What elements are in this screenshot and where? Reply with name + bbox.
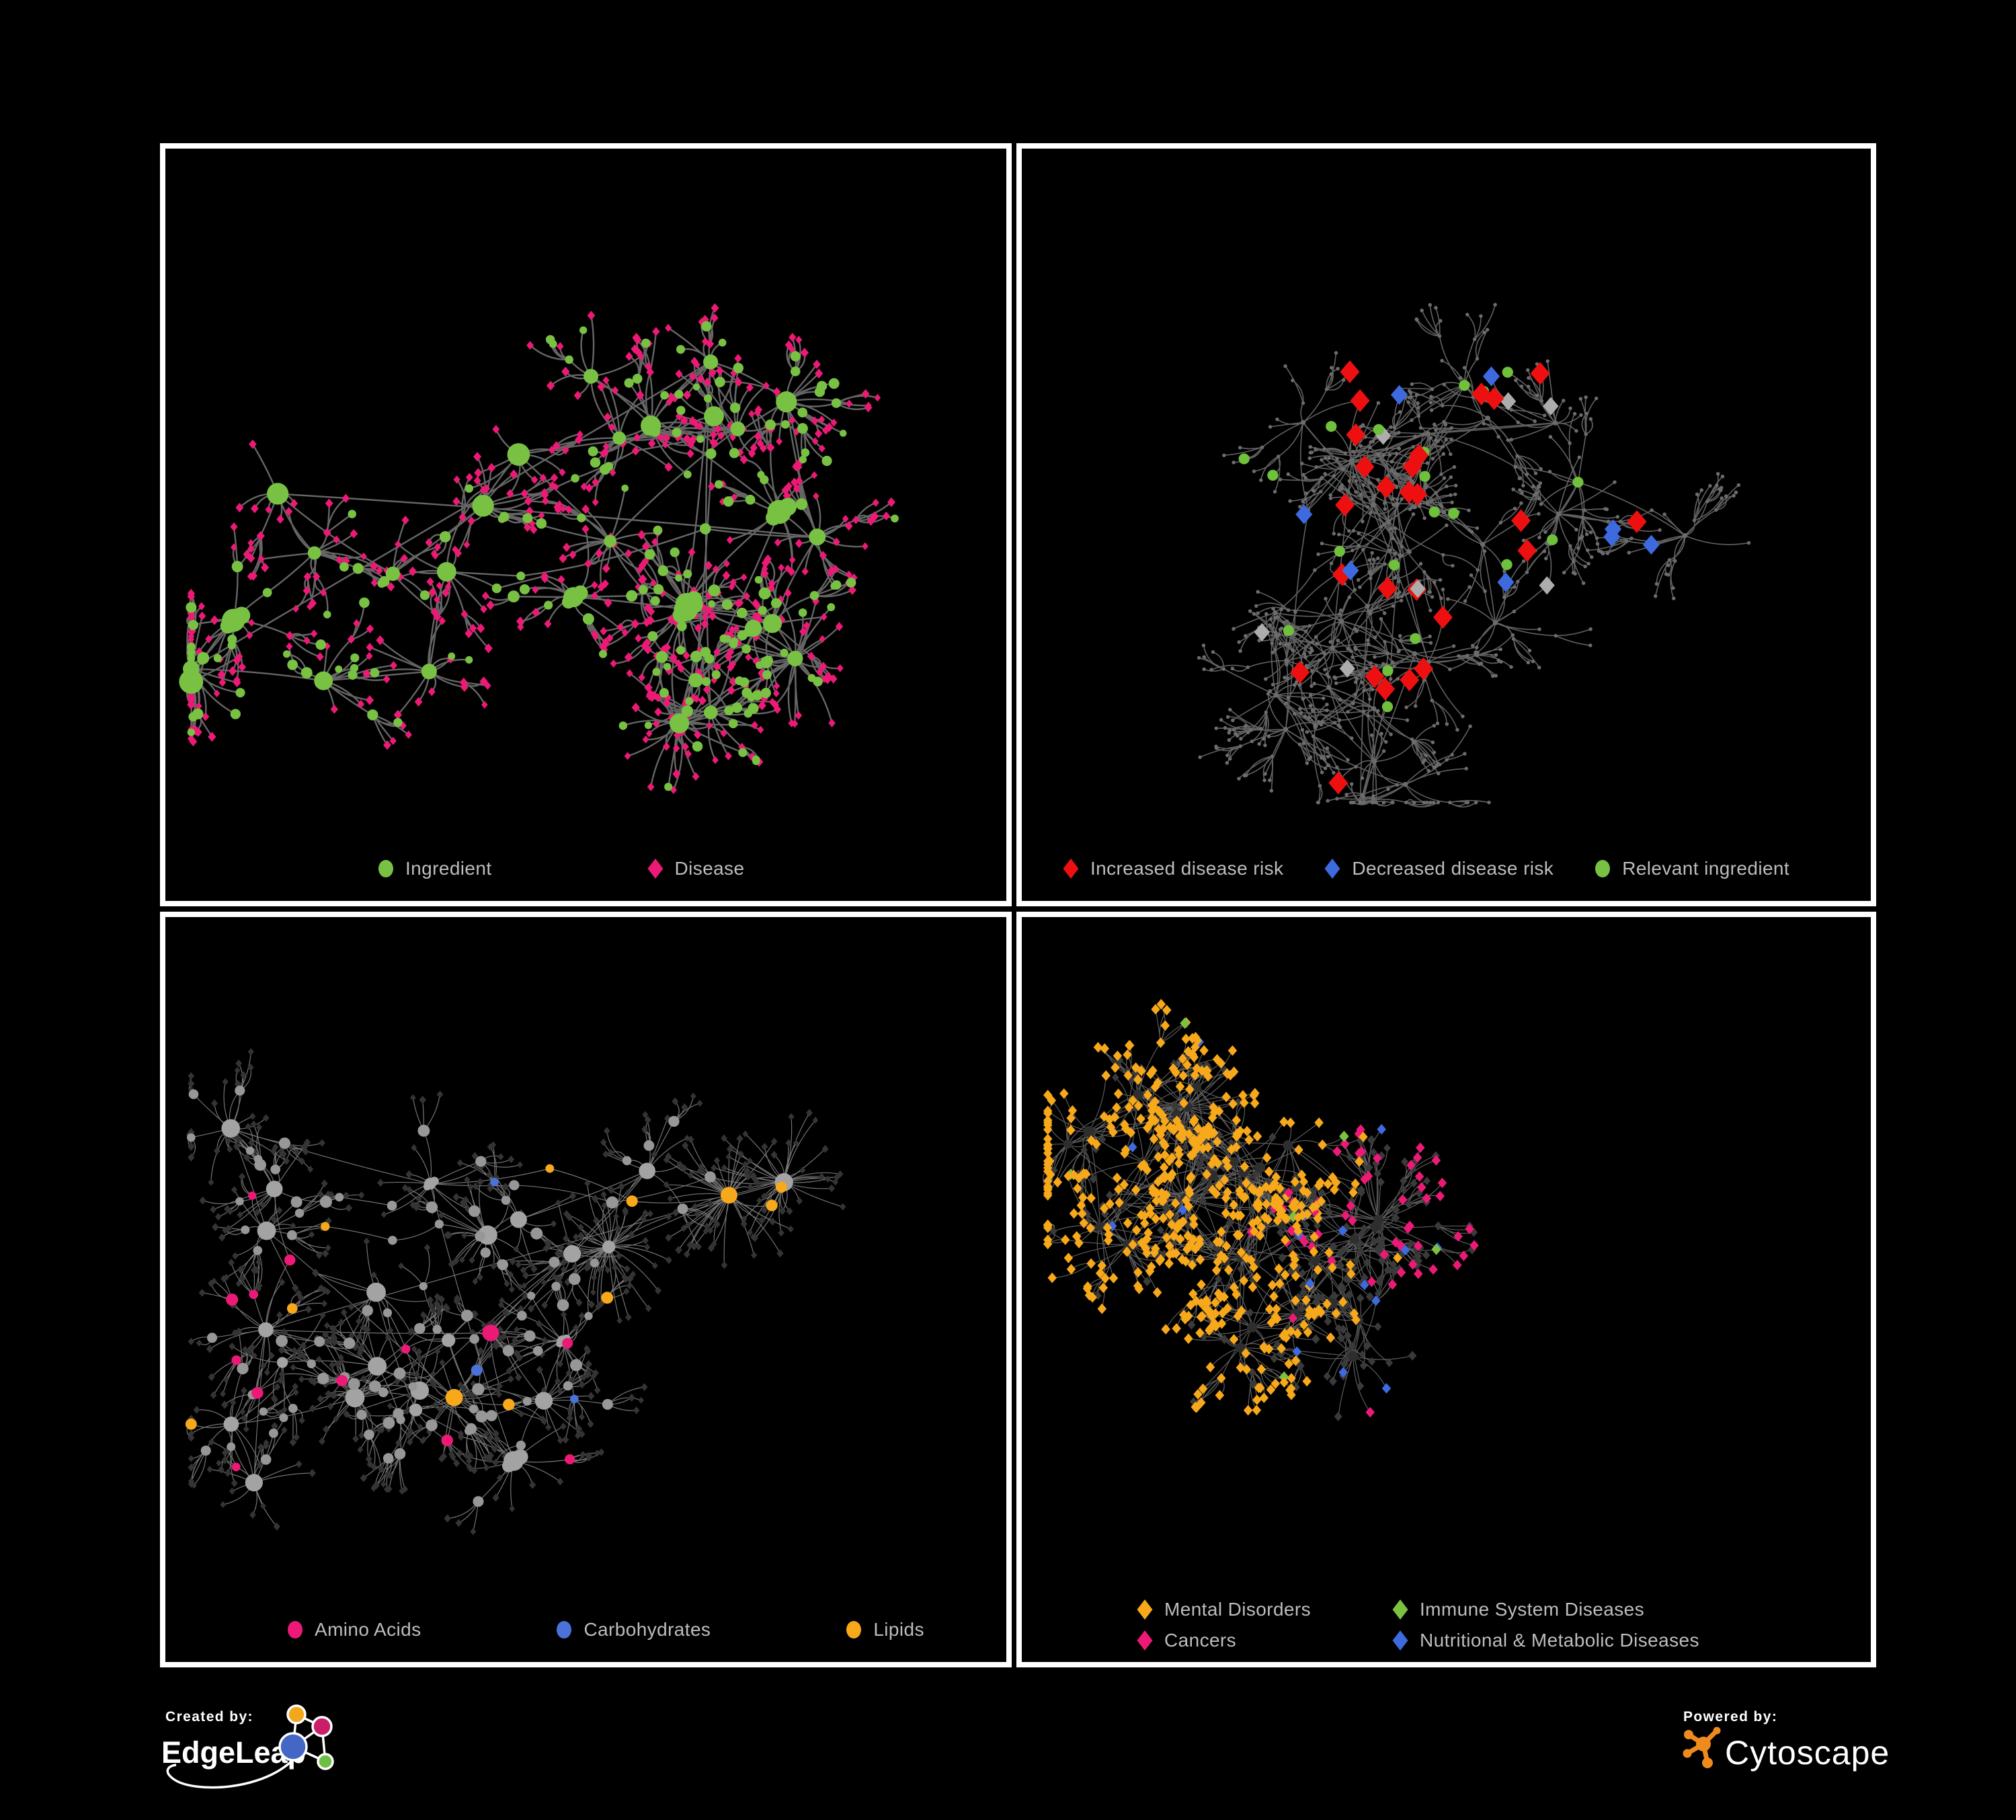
legend: Mental Disorders Immune System Diseases Ca… [1022,1599,1871,1651]
legend-diamond-glyph [1324,859,1340,879]
powered-by-label: Powered by: [1683,1709,1777,1725]
legend-circle-glyph [288,1621,303,1638]
panel-ingredient-classes: Amino Acids Carbohydrates Lipids [160,912,1012,1667]
legend-item: Immune System Diseases [1392,1599,1871,1620]
network-graph [179,303,899,795]
legend-label: Lipids [873,1619,924,1640]
legend-label: Relevant ingredient [1622,858,1790,879]
legend-label: Decreased disease risk [1352,858,1554,879]
legend-item: Increased disease risk [1062,858,1283,879]
legend-diamond-glyph [1392,1630,1408,1651]
legend-label: Immune System Diseases [1420,1599,1645,1620]
edgeleap-lockup: Created by: EdgeLeap [159,1702,367,1800]
cytoscape-logo: Powered by: Cytoscape [1683,1709,1890,1772]
legend-label: Amino Acids [315,1619,421,1640]
legend-item: Decreased disease risk [1324,858,1554,879]
network-graph [1043,998,1479,1421]
network-graph [1197,303,1751,808]
legend-item: Lipids [845,1619,924,1640]
network-graph [185,1048,846,1536]
panel-disease-classes: Mental Disorders Immune System Diseases Ca… [1016,912,1876,1667]
edgeleap-logo: Created by: EdgeLeap [161,1704,334,1789]
cytoscape-logo-glyph [1683,1727,1721,1768]
legend-item: Carbohydrates [555,1619,711,1640]
legend-diamond-glyph [1137,1599,1153,1620]
legend-circle-glyph [378,860,393,877]
legend-label: Ingredient [405,858,492,879]
cytoscape-lockup: Powered by: Cytoscape [1678,1702,1900,1783]
legend-item: Nutritional & Metabolic Diseases [1392,1630,1871,1651]
legend-label: Nutritional & Metabolic Diseases [1420,1630,1699,1651]
legend-label: Carbohydrates [583,1619,711,1640]
panel-ingredient-disease: Ingredient Disease [160,143,1012,906]
legend-diamond-glyph [1063,859,1079,879]
legend-item: Amino Acids [286,1619,421,1640]
panel-disease-risk: Increased disease risk Decreased disease … [1016,143,1876,906]
legend-diamond-glyph [647,859,663,879]
legend-item: Cancers [1136,1630,1392,1651]
legend-diamond-glyph [1137,1630,1153,1651]
legend-item: Mental Disorders [1136,1599,1392,1620]
legend-circle-glyph [557,1621,572,1638]
legend-label: Mental Disorders [1164,1599,1312,1620]
legend: Increased disease risk Decreased disease … [1022,858,1871,879]
legend: Amino Acids Carbohydrates Lipids [165,1619,1006,1640]
legend-label: Cancers [1164,1630,1237,1651]
legend-circle-glyph [846,1621,862,1638]
created-by-label: Created by: [165,1709,253,1725]
legend: Ingredient Disease [165,858,1006,879]
legend-item: Disease [647,858,745,879]
legend-label: Increased disease risk [1090,858,1284,879]
legend-diamond-glyph [1392,1599,1408,1620]
legend-circle-glyph [1595,860,1611,877]
legend-item: Ingredient [377,858,492,879]
edgeleap-logo-glyph [166,1704,334,1789]
legend-item: Relevant ingredient [1594,858,1789,879]
legend-label: Disease [674,858,745,879]
cytoscape-wordmark: Cytoscape [1725,1734,1890,1772]
